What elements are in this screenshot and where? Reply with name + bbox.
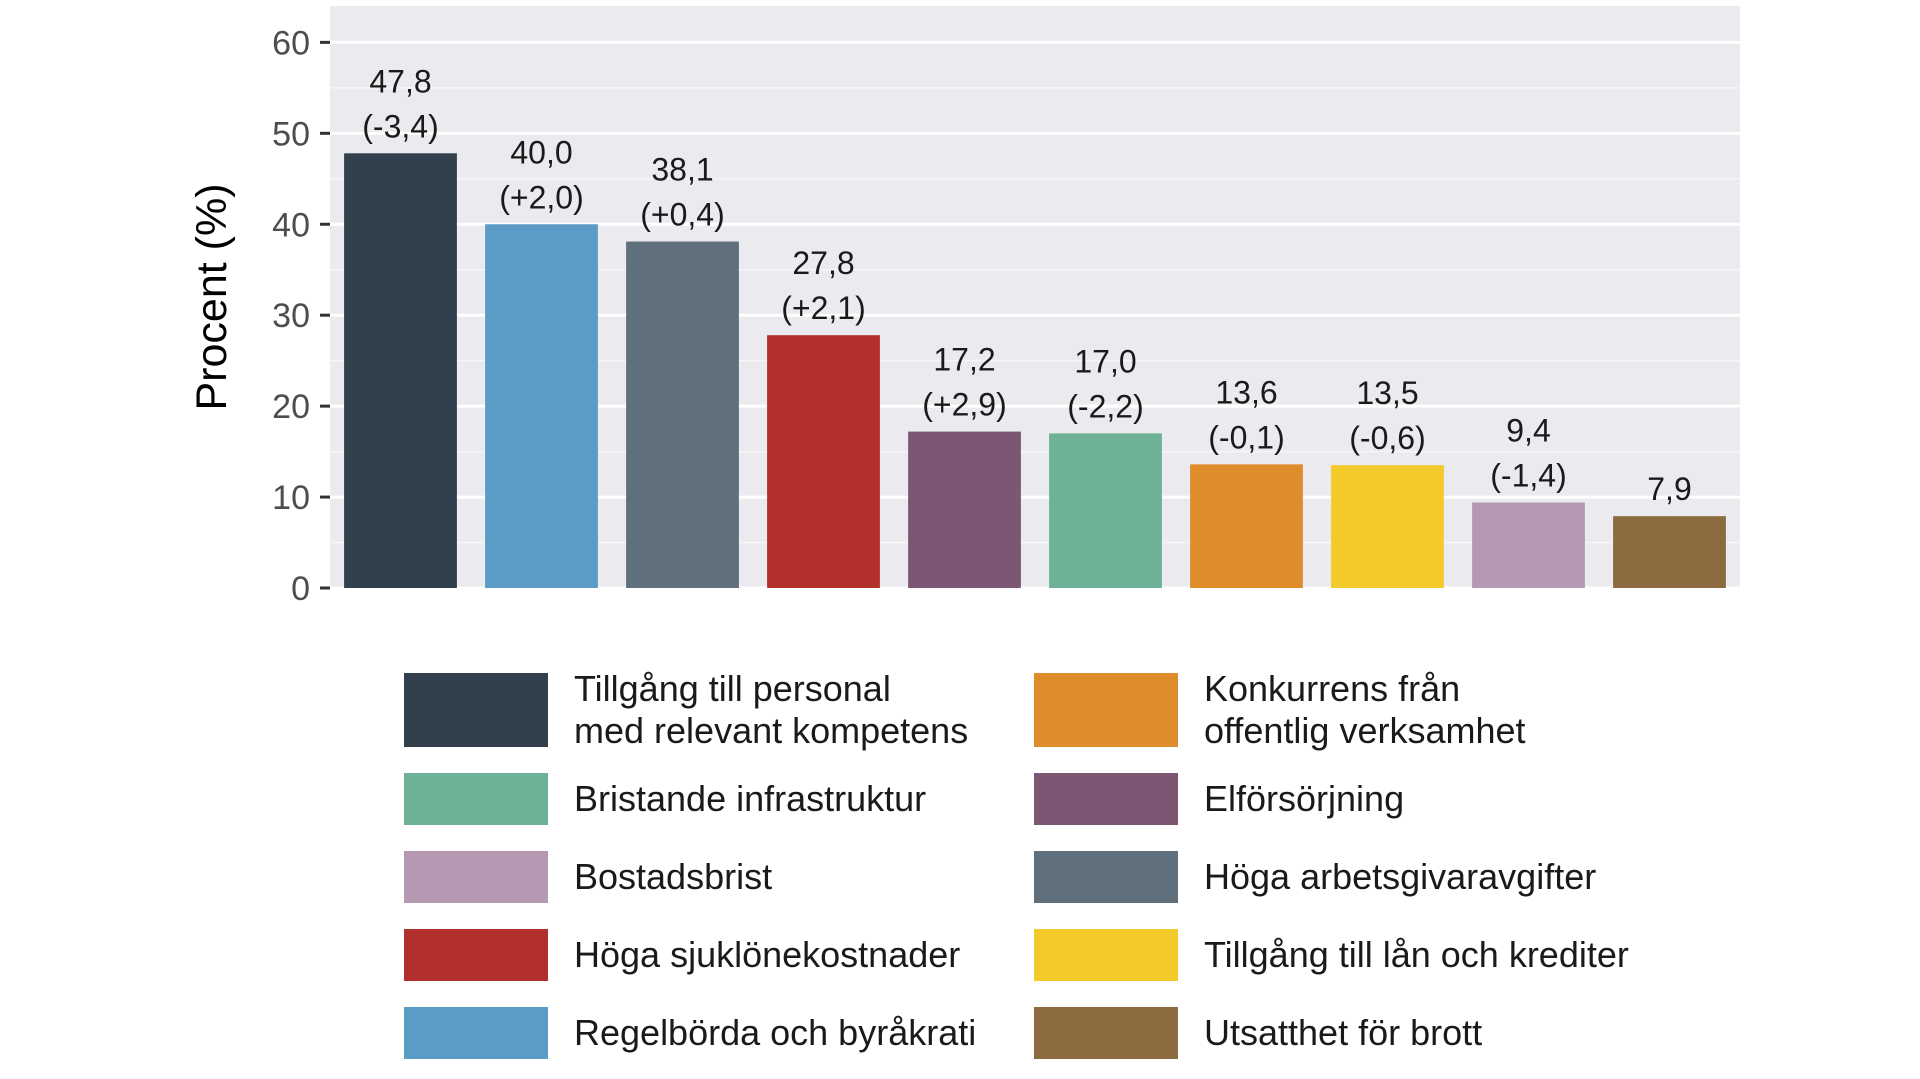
data-label-change: (+0,4)	[640, 197, 724, 233]
data-label-change: (-3,4)	[362, 108, 438, 144]
legend-swatch	[404, 929, 548, 981]
bar	[1049, 433, 1162, 588]
legend-label: Höga sjuklönekostnader	[574, 934, 961, 975]
bar-chart: 0 10 20 30 40 50 60 Procent (%) 47,8 (-3,4) 40,0…	[188, 6, 1740, 608]
data-label-change: (-2,2)	[1067, 388, 1143, 424]
y-tick-label: 50	[272, 115, 310, 153]
legend-label: Tillgång till lån och krediter	[1204, 934, 1629, 975]
legend-swatch	[1034, 929, 1178, 981]
legend-item: Höga sjuklönekostnader	[404, 916, 1034, 994]
legend-item: Tillgång till lån och krediter	[1034, 916, 1664, 994]
bar	[767, 335, 880, 588]
bar	[1613, 516, 1726, 588]
y-axis-title: Procent (%)	[188, 183, 236, 410]
legend-label: Elförsörjning	[1204, 778, 1405, 819]
legend-swatch	[1034, 1007, 1178, 1059]
legend-item: Tillgång till personal med relevant komp…	[404, 660, 1034, 760]
y-tick-label: 60	[272, 24, 310, 62]
legend-item: Elförsörjning	[1034, 760, 1664, 838]
legend: Tillgång till personal med relevant komp…	[404, 660, 1704, 1072]
data-label-value: 47,8	[369, 63, 431, 99]
data-label-change: (-0,6)	[1349, 420, 1425, 456]
data-label-value: 40,0	[510, 134, 572, 170]
legend-swatch	[404, 1007, 548, 1059]
bar	[1331, 465, 1444, 588]
legend-label: Konkurrens från offentlig verksamhet	[1204, 668, 1526, 751]
legend-label: Tillgång till personal med relevant komp…	[574, 668, 969, 751]
bar	[485, 224, 598, 588]
data-label-change: (-1,4)	[1490, 458, 1566, 494]
legend-swatch	[404, 773, 548, 825]
bar	[344, 153, 457, 588]
legend-label: Utsatthet för brott	[1204, 1012, 1483, 1053]
legend-item: Bristande infrastruktur	[404, 760, 1034, 838]
data-label-value: 17,0	[1074, 343, 1136, 379]
bar	[1190, 464, 1303, 588]
legend-label: Regelbörda och byråkrati	[574, 1012, 977, 1053]
data-label-value: 13,6	[1215, 374, 1277, 410]
y-tick-label: 40	[272, 206, 310, 244]
data-label-value: 7,9	[1647, 471, 1691, 507]
bar	[908, 431, 1021, 588]
data-label-value: 38,1	[651, 152, 713, 188]
data-label-value: 13,5	[1356, 375, 1418, 411]
y-tick-label: 30	[272, 297, 310, 335]
legend-swatch	[404, 673, 548, 747]
bars	[344, 153, 1726, 588]
legend-swatch	[1034, 851, 1178, 903]
y-axis: 0 10 20 30 40 50 60	[272, 24, 330, 608]
bar	[1472, 502, 1585, 588]
data-label-value: 9,4	[1506, 413, 1550, 449]
y-tick-label: 0	[291, 570, 310, 608]
data-labels: 47,8 (-3,4) 40,0 (+2,0) 38,1 (+0,4) 27,8 (+2,1)…	[362, 63, 1691, 507]
y-tick-label: 20	[272, 388, 310, 426]
legend-item: Bostadsbrist	[404, 838, 1034, 916]
legend-item: Utsatthet för brott	[1034, 994, 1664, 1072]
data-label-change: (-0,1)	[1208, 419, 1284, 455]
data-label-value: 27,8	[792, 245, 854, 281]
bar	[626, 241, 739, 588]
legend-item: Konkurrens från offentlig verksamhet	[1034, 660, 1664, 760]
legend-item: Höga arbetsgivaravgifter	[1034, 838, 1664, 916]
legend-swatch	[404, 851, 548, 903]
data-label-change: (+2,0)	[499, 179, 583, 215]
legend-item: Regelbörda och byråkrati	[404, 994, 1034, 1072]
y-tick-label: 10	[272, 479, 310, 517]
legend-label: Höga arbetsgivaravgifter	[1204, 856, 1597, 897]
data-label-change: (+2,9)	[922, 387, 1006, 423]
legend-swatch	[1034, 673, 1178, 747]
legend-label: Bristande infrastruktur	[574, 778, 927, 819]
legend-swatch	[1034, 773, 1178, 825]
data-label-change: (+2,1)	[781, 290, 865, 326]
legend-label: Bostadsbrist	[574, 856, 773, 897]
data-label-value: 17,2	[933, 342, 995, 378]
